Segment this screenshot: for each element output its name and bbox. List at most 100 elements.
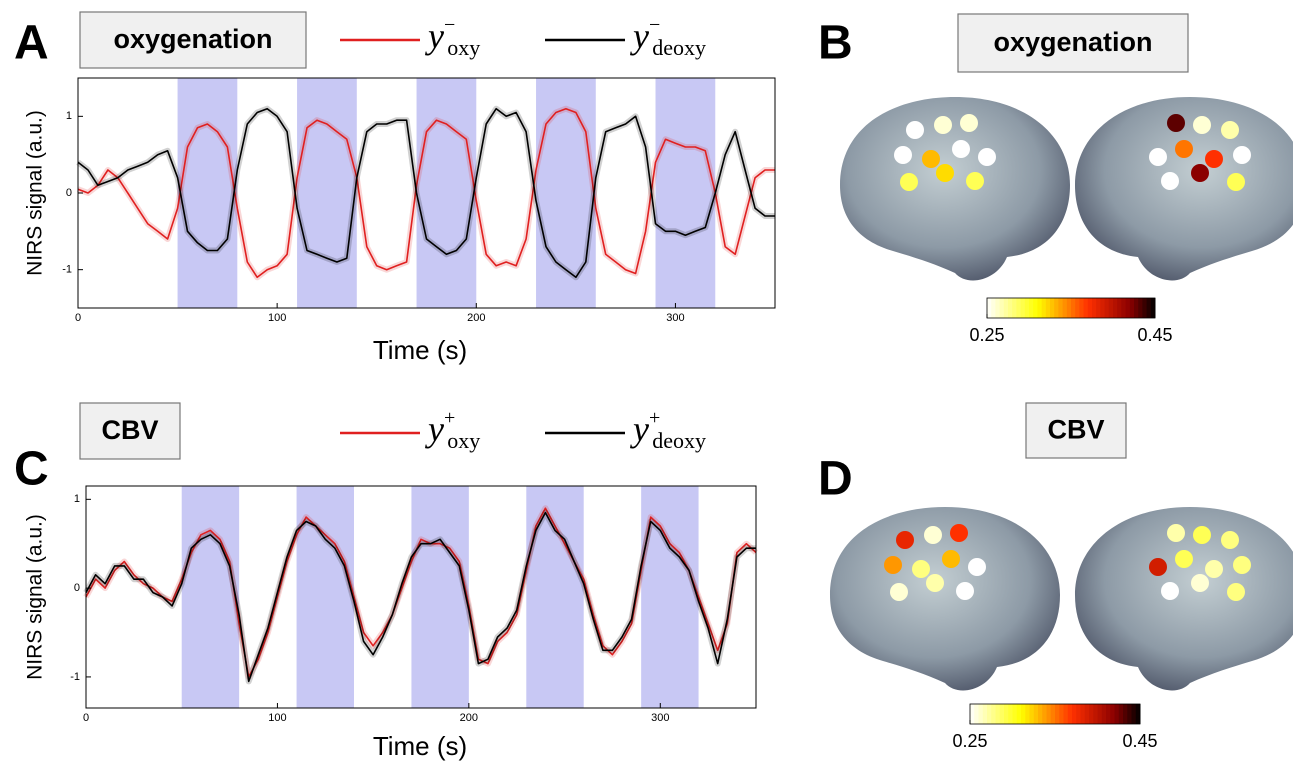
colorbar-cell	[987, 298, 992, 318]
channel-dot	[1193, 116, 1211, 134]
colorbar-cell	[1013, 704, 1018, 724]
panel-title: oxygenation	[113, 24, 272, 54]
channel-dot	[1191, 164, 1209, 182]
colorbar-cell	[1055, 704, 1060, 724]
channel-dot	[1227, 583, 1245, 601]
legend-label: y+deoxy	[630, 407, 706, 453]
y-tick-label: 0	[66, 187, 72, 199]
channel-dot	[978, 148, 996, 166]
colorbar-cell	[1093, 704, 1098, 724]
colorbar-cell	[1025, 704, 1030, 724]
channel-dot	[1167, 114, 1185, 132]
panel-title: CBV	[101, 415, 158, 445]
channel-dot	[906, 121, 924, 139]
colorbar-cell	[1081, 704, 1086, 724]
colorbar-cell	[1138, 298, 1143, 318]
colorbar-cell	[983, 704, 988, 724]
legend-name: y	[630, 16, 649, 56]
colorbar-cell	[1134, 298, 1139, 318]
colorbar-cell	[1004, 298, 1009, 318]
colorbar-cell	[1025, 298, 1030, 318]
colorbar-cell	[1063, 298, 1068, 318]
x-tick-label: 100	[268, 712, 286, 724]
legend-name: y	[425, 16, 444, 56]
colorbar-label: 0.45	[1137, 325, 1172, 345]
colorbar-cell	[1110, 704, 1115, 724]
legend-sup: −	[649, 14, 660, 36]
x-tick-label: 300	[651, 712, 669, 724]
channel-dot	[1227, 173, 1245, 191]
colorbar-cell	[1047, 704, 1052, 724]
panel-letter: A	[14, 17, 49, 70]
colorbar-cell	[1004, 704, 1009, 724]
legend-sup: +	[649, 407, 660, 429]
y-tick-label: -1	[62, 264, 72, 276]
colorbar-cell	[1075, 298, 1080, 318]
colorbar-cell	[1089, 704, 1094, 724]
x-axis-label: Time (s)	[373, 335, 467, 365]
colorbar-cell	[1058, 298, 1063, 318]
legend-sub: oxy	[447, 35, 480, 60]
brain	[840, 97, 1070, 280]
colorbar-cell	[1072, 704, 1077, 724]
channel-dot	[896, 531, 914, 549]
colorbar-cell	[1008, 704, 1013, 724]
brain	[830, 507, 1060, 690]
y-tick-label: 1	[66, 110, 72, 122]
channel-dot	[960, 114, 978, 132]
channel-dot	[890, 583, 908, 601]
legend-name: y	[425, 409, 444, 449]
colorbar-cell	[1042, 704, 1047, 724]
colorbar-cell	[1079, 298, 1084, 318]
colorbar-cell	[1105, 298, 1110, 318]
colorbar-cell	[1012, 298, 1017, 318]
panel-letter: C	[14, 443, 49, 496]
colorbar-cell	[1046, 298, 1051, 318]
colorbar-cell	[1142, 298, 1147, 318]
colorbar-cell	[1008, 298, 1013, 318]
channel-dot	[1233, 556, 1251, 574]
colorbar-cell	[1119, 704, 1124, 724]
channel-dot	[1167, 524, 1185, 542]
legend-label: y−oxy	[425, 14, 480, 60]
y-axis-label: NIRS signal (a.u.)	[24, 110, 47, 276]
channel-dot	[1205, 560, 1223, 578]
colorbar-cell	[974, 704, 979, 724]
channel-dot	[936, 164, 954, 182]
colorbar-cell	[1109, 298, 1114, 318]
colorbar-label: 0.25	[952, 731, 987, 751]
colorbar-cell	[996, 704, 1001, 724]
channel-dot	[950, 524, 968, 542]
x-tick-label: 200	[460, 712, 478, 724]
x-tick-label: 300	[666, 312, 684, 324]
channel-dot	[1161, 172, 1179, 190]
colorbar-cell	[1059, 704, 1064, 724]
colorbar-cell	[1030, 704, 1035, 724]
channel-dot	[1233, 146, 1251, 164]
stimulus-block	[411, 486, 468, 708]
colorbar-cell	[1106, 704, 1111, 724]
stimulus-block	[182, 486, 239, 708]
colorbar-cell	[1000, 298, 1005, 318]
colorbar-cell	[1016, 298, 1021, 318]
channel-dot	[934, 116, 952, 134]
colorbar-cell	[1050, 298, 1055, 318]
channel-dot	[1221, 121, 1239, 139]
colorbar-cell	[1123, 704, 1128, 724]
colorbar-cell	[1132, 704, 1137, 724]
y-axis-label: NIRS signal (a.u.)	[24, 514, 47, 680]
channel-dot	[912, 560, 930, 578]
channel-dot	[1175, 140, 1193, 158]
colorbar-cell	[1071, 298, 1076, 318]
colorbar-cell	[1098, 704, 1103, 724]
colorbar-cell	[1115, 704, 1120, 724]
colorbar-cell	[1068, 704, 1073, 724]
stimulus-block	[656, 78, 716, 308]
colorbar-cell	[1113, 298, 1118, 318]
legend-sub: deoxy	[652, 35, 706, 60]
colorbar-cell	[1033, 298, 1038, 318]
colorbar-cell	[1085, 704, 1090, 724]
colorbar-cell	[1034, 704, 1039, 724]
colorbar-cell	[1126, 298, 1131, 318]
colorbar-cell	[1000, 704, 1005, 724]
